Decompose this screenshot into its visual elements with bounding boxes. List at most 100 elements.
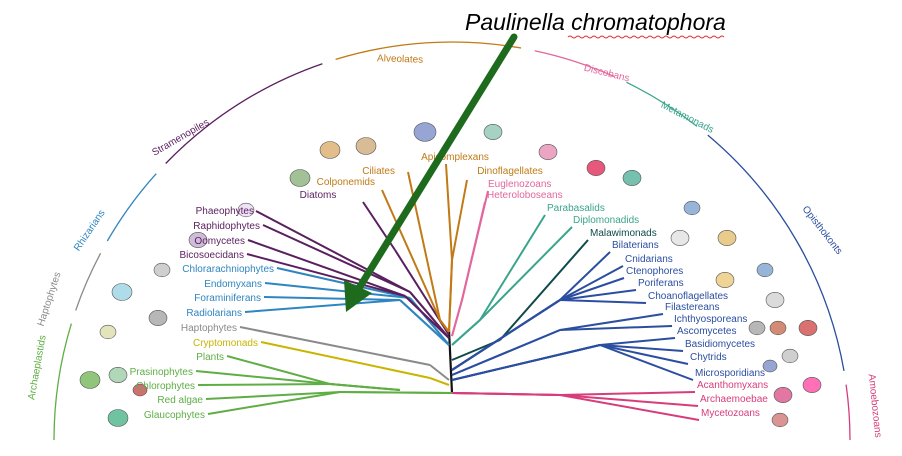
organism-drawing-30 <box>802 377 822 393</box>
organism-drawing-23 <box>765 292 785 308</box>
arrow-head <box>344 280 372 312</box>
branch-plants <box>226 355 331 385</box>
branch-haptophytes <box>239 326 431 366</box>
taxon-label-red-algae: Red algae <box>157 395 203 406</box>
supergroup-label-discobans: Discobans <box>583 63 631 85</box>
taxon-label-heteroloboseans: Heteroloboseans <box>487 190 563 201</box>
taxon-labels: Glaucophytes Red algae Chlorophytes Prasino… <box>130 152 769 421</box>
branch-malawimonads <box>499 239 589 341</box>
branch-stem-diplomonadids <box>451 319 481 346</box>
branch-archaemoebae <box>559 394 699 407</box>
branch-bilaterians <box>559 251 611 301</box>
branch-filastereans <box>559 313 664 331</box>
branch-cnidarians <box>559 265 624 301</box>
arc-amoebozoans <box>845 384 851 441</box>
organism-drawing-17 <box>622 170 642 186</box>
branch-chlorophytes <box>197 383 331 386</box>
taxon-label-cryptomonads: Cryptomonads <box>193 338 258 349</box>
organism-drawing-0 <box>79 371 101 389</box>
taxon-label-archaemoebae: Archaemoebae <box>700 394 768 405</box>
taxon-label-diatoms: Diatoms <box>300 190 337 201</box>
taxon-label-bilaterians: Bilaterians <box>612 240 659 251</box>
branch-stem-ichthyosporeans <box>451 329 561 376</box>
taxon-label-poriferans: Poriferans <box>638 278 684 289</box>
organism-drawing-9 <box>237 202 255 218</box>
taxon-label-acanthomyxans: Acanthomyxans <box>697 380 768 391</box>
branch-dinoflagellates <box>451 179 468 261</box>
arc-stramenopiles <box>165 63 323 164</box>
branch-glaucophytes <box>207 391 341 415</box>
page-title: Paulinella chromatophora <box>465 9 726 35</box>
branch-endomyxans <box>264 282 411 299</box>
supergroup-label-rhizarians: Rhizarians <box>72 208 108 253</box>
arc-opisthokonts <box>707 134 845 372</box>
branch-raphidophytes <box>262 224 411 293</box>
supergroup-arcs <box>53 41 851 441</box>
branch-ciliates <box>407 171 441 321</box>
supergroup-label-alveolates: Alveolates <box>377 53 423 66</box>
taxon-label-choanoflagellates: Choanoflagellates <box>648 291 728 302</box>
organism-drawing-5 <box>148 310 168 326</box>
organism-drawing-4 <box>99 324 117 340</box>
taxon-label-endomyxans: Endomyxans <box>204 279 262 290</box>
branch-stem-dinoflagellates <box>448 259 453 333</box>
branch-cryptomonads <box>260 341 431 379</box>
organism-drawing-31 <box>771 412 789 428</box>
organism-drawing-13 <box>413 122 437 142</box>
supergroup-label-amoebozoans: Amoebozoans <box>866 373 884 438</box>
taxon-label-glaucophytes: Glaucophytes <box>144 410 205 421</box>
branch-stem-cryptomonads <box>429 377 450 386</box>
branch-apicomplexans <box>445 163 453 261</box>
arc-discobans <box>534 50 615 77</box>
organism-drawing-3 <box>107 409 129 427</box>
branch-heteroloboseans <box>461 201 486 301</box>
taxon-label-haptophytes: Haptophytes <box>181 323 237 334</box>
branch-ctenophores <box>559 277 625 301</box>
branch-stem-choanoflagellates <box>451 299 561 371</box>
spellcheck-underline <box>567 35 725 39</box>
organism-drawing-29 <box>773 387 793 403</box>
organism-drawing-27 <box>781 348 799 364</box>
organism-drawing-6 <box>111 283 133 301</box>
taxon-label-foraminiferans: Foraminiferans <box>194 293 261 304</box>
arrow-shaft <box>352 33 518 297</box>
organism-drawing-28 <box>762 359 778 373</box>
branch-stem-red-algae <box>339 391 453 394</box>
organism-drawing-14 <box>483 124 503 140</box>
arc-rhizarians <box>106 173 157 242</box>
taxon-label-ascomycetes: Ascomycetes <box>677 326 736 337</box>
taxon-label-parabasalids: Parabasalids <box>547 203 605 214</box>
branch-radiolarians <box>244 299 401 313</box>
taxon-label-radiolarians: Radiolarians <box>186 308 242 319</box>
branch-stem-mycetozoans <box>451 392 561 396</box>
organism-drawing-18 <box>683 200 701 216</box>
branch-foraminiferans <box>263 296 401 301</box>
taxon-label-plants: Plants <box>196 352 224 363</box>
taxon-label-dinoflagellates: Dinoflagellates <box>477 166 543 177</box>
branch-ascomycetes <box>599 337 676 346</box>
organism-drawing-8 <box>188 232 208 248</box>
supergroup-label-stramenopiles: Stramenopiles <box>150 117 211 158</box>
organism-drawing-25 <box>769 320 787 336</box>
organism-drawing-20 <box>717 230 737 246</box>
branch-poriferans <box>559 289 637 301</box>
branch-parabasalids <box>479 214 546 321</box>
branch-choanoflagellates <box>559 299 647 304</box>
branch-prasinophytes <box>195 370 331 385</box>
taxon-label-apicomplexans: Apicomplexans <box>421 152 489 163</box>
arc-alveolates <box>335 41 522 61</box>
branch-phaeophytes <box>255 210 411 293</box>
taxon-label-prasinophytes: Prasinophytes <box>130 367 193 378</box>
branch-stem-haptophytes <box>429 364 450 381</box>
supergroup-label-archaeplastids: Archaeplastids <box>26 334 48 401</box>
branch-chlorarachniophytes <box>276 267 411 299</box>
organism-drawing-12 <box>355 137 377 155</box>
branch-acanthomyxans <box>559 391 696 396</box>
organism-drawing-16 <box>586 160 606 176</box>
branch-diplomonadids <box>479 226 573 321</box>
taxon-label-microsporidians: Microsporidians <box>695 368 765 379</box>
taxon-label-phaeophytes: Phaeophytes <box>196 206 254 217</box>
supergroup-label-haptophytes: Haptophytes <box>36 271 64 328</box>
taxon-label-malawimonads: Malawimonads <box>590 228 657 239</box>
organism-drawing-19 <box>670 230 690 246</box>
